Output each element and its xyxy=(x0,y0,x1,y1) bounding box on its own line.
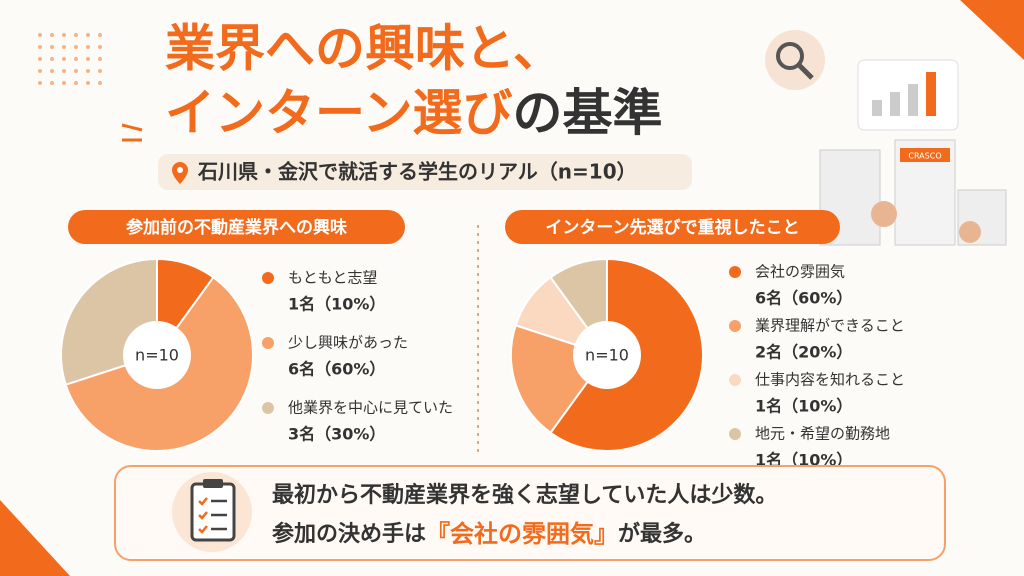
dot xyxy=(38,69,42,73)
dot xyxy=(62,57,66,61)
tree xyxy=(959,221,981,243)
clipboard-clip xyxy=(203,479,223,488)
summary-box xyxy=(114,465,946,561)
legend-swatch xyxy=(729,428,741,440)
dot xyxy=(62,33,66,37)
center-label: n=10 xyxy=(585,346,629,365)
section-pill xyxy=(68,210,405,244)
building-sign xyxy=(900,148,950,162)
corner-deco xyxy=(960,0,1024,60)
dot xyxy=(62,81,66,85)
legend-swatch xyxy=(729,320,741,332)
list-lines xyxy=(211,499,227,531)
dot xyxy=(86,45,90,49)
summary-part: が最多。 xyxy=(618,521,706,547)
dot xyxy=(98,45,102,49)
dot xyxy=(74,33,78,37)
deco-bar xyxy=(908,84,918,116)
subtitle: 石川県・金沢で就活する学生のリアル（n=10） xyxy=(197,160,637,184)
dot xyxy=(86,57,90,61)
title-part: インターン選び xyxy=(165,84,513,142)
dot xyxy=(50,33,54,37)
value-label: 3名（30%） xyxy=(288,425,385,444)
section-title: インターン先選びで重視したこと xyxy=(545,217,799,238)
summary-part: 参加の決め手は xyxy=(272,521,426,547)
building-sign-text: CRASCO xyxy=(908,152,941,161)
value-label: 1名（10%） xyxy=(755,451,852,470)
legend-label: 業界理解ができること xyxy=(755,317,905,335)
legend-label: 会社の雰囲気 xyxy=(755,263,845,281)
legend-label: 地元・希望の勤務地 xyxy=(755,425,890,443)
search-bg xyxy=(765,30,825,90)
legend-swatch xyxy=(262,337,274,349)
value-label: 2名（20%） xyxy=(755,343,852,362)
donut-hole xyxy=(573,321,641,389)
legend-label: 仕事内容を知れること xyxy=(755,371,905,389)
value-label: 6名（60%） xyxy=(755,289,852,308)
subtitle-pill xyxy=(158,154,692,190)
dot xyxy=(86,69,90,73)
dot xyxy=(38,33,42,37)
donut-hole xyxy=(123,321,191,389)
dot xyxy=(38,57,42,61)
clipboard-icon xyxy=(190,482,236,542)
dot xyxy=(74,57,78,61)
search-icon xyxy=(797,63,814,80)
dot xyxy=(38,81,42,85)
search-icon xyxy=(776,42,804,70)
dot xyxy=(62,45,66,49)
dot xyxy=(74,81,78,85)
deco-dash xyxy=(121,123,143,132)
deco-bar xyxy=(872,100,882,116)
title-line: インターン選びの基準 xyxy=(165,84,663,142)
legend-swatch xyxy=(262,272,274,284)
legend-label: もともと志望 xyxy=(288,269,377,287)
value-label: 1名（10%） xyxy=(288,295,385,314)
dot xyxy=(50,69,54,73)
dot xyxy=(74,69,78,73)
dot-pattern xyxy=(38,33,102,85)
dot xyxy=(38,45,42,49)
section-title: 参加前の不動産業界への興味 xyxy=(126,217,347,238)
pin-hole xyxy=(177,167,183,173)
deco-bar xyxy=(890,92,900,116)
dot xyxy=(50,81,54,85)
summary-highlight: 『会社の雰囲気』 xyxy=(426,520,618,548)
dot xyxy=(50,57,54,61)
dot xyxy=(98,81,102,85)
deco-bar xyxy=(926,72,936,116)
dot xyxy=(98,57,102,61)
summary-line: 参加の決め手は『会社の雰囲気』が最多。 xyxy=(272,520,706,548)
summary-line: 最初から不動産業界を強く志望していた人は少数。 xyxy=(272,482,777,508)
section-pill xyxy=(505,210,840,244)
dot xyxy=(62,69,66,73)
center-label: n=10 xyxy=(135,346,179,365)
value-label: 6名（60%） xyxy=(288,360,385,379)
tree xyxy=(871,201,897,227)
dot xyxy=(98,33,102,37)
legend-label: 他業界を中心に見ていた xyxy=(288,399,453,417)
legend-swatch xyxy=(729,266,741,278)
legend-swatch xyxy=(262,402,274,414)
dot xyxy=(50,45,54,49)
corner-deco xyxy=(0,500,70,576)
title-line: 業界への興味と、 xyxy=(165,20,563,78)
value-label: 1名（10%） xyxy=(755,397,852,416)
legend-label: 少し興味があった xyxy=(288,334,408,352)
dot xyxy=(86,81,90,85)
dot xyxy=(86,33,90,37)
legend-swatch xyxy=(729,374,741,386)
title-part: の基準 xyxy=(513,84,663,142)
check-marks xyxy=(198,497,208,534)
dot xyxy=(74,45,78,49)
dot xyxy=(98,69,102,73)
